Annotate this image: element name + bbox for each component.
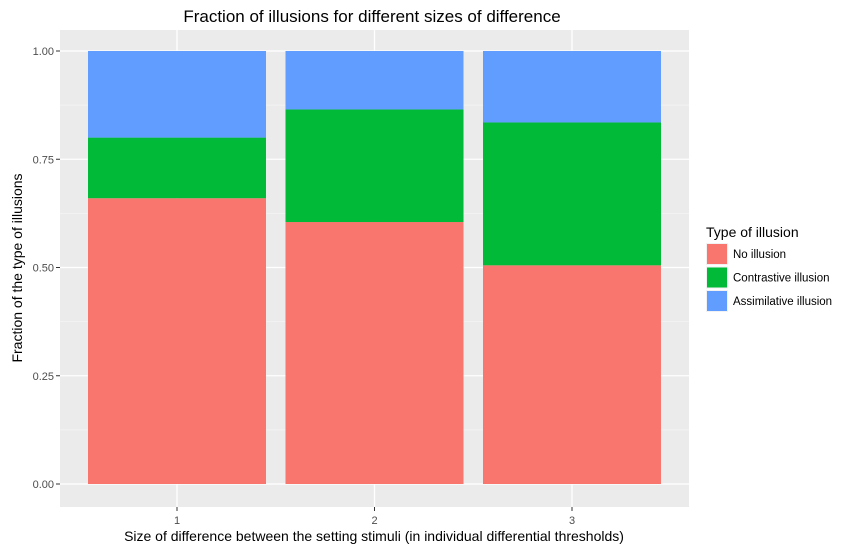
bar-segment [88,51,266,138]
bar-segment [483,122,661,266]
legend: Type of illusion No illusion Contrastive … [706,224,832,312]
bar-segment [88,198,266,484]
legend-label: Contrastive illusion [733,273,830,285]
chart-title: Fraction of illusions for different size… [183,7,560,26]
legend-swatch [707,244,727,264]
y-axis-title: Fraction of the type of illusions [9,173,25,362]
bar-segment [285,51,464,110]
x-tick-label: 3 [569,515,575,527]
y-tick-label: 0.50 [33,263,54,275]
x-tick-label: 2 [371,515,377,527]
x-axis-title: Size of difference between the setting s… [124,528,624,544]
bar-segment [88,137,266,199]
bars [88,51,661,484]
bar-segment [285,109,464,223]
legend-label: Assimilative illusion [733,296,832,308]
legend-swatch [707,291,727,311]
y-tick-label: 0.00 [33,479,54,491]
x-axis-ticks: 1 2 3 [174,507,575,527]
y-tick-label: 0.75 [33,154,54,166]
bar-segment [285,222,464,484]
x-tick-label: 1 [174,515,180,527]
legend-label: No illusion [733,249,786,261]
legend-title: Type of illusion [706,224,799,240]
legend-swatch [707,267,727,288]
bar-segment [483,265,661,484]
y-tick-label: 0.25 [33,371,54,383]
y-axis-ticks: 0.00 0.25 0.50 0.75 1.00 [33,46,60,491]
bar-segment [483,51,661,123]
y-tick-label: 1.00 [33,46,54,58]
